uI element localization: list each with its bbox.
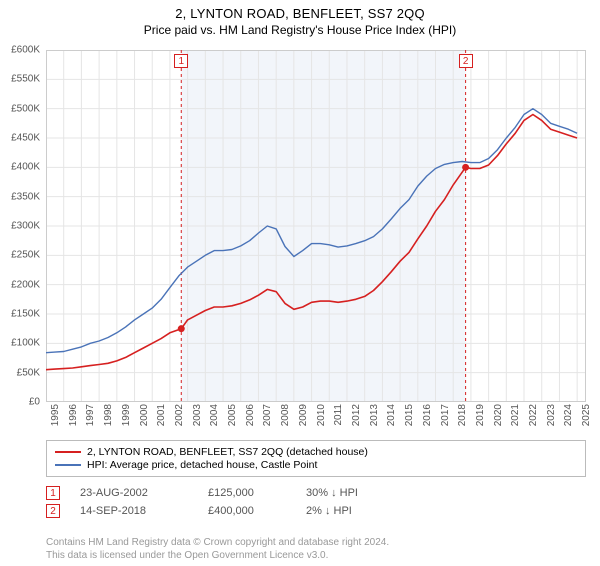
x-tick: 2020 — [493, 404, 504, 426]
x-tick: 2008 — [280, 404, 291, 426]
y-tick: £600K — [11, 45, 40, 56]
x-tick: 2010 — [316, 404, 327, 426]
legend-swatch — [55, 451, 81, 453]
x-tick: 2009 — [298, 404, 309, 426]
sale-price: £125,000 — [208, 487, 288, 499]
chart-container: { "title": "2, LYNTON ROAD, BENFLEET, SS… — [0, 6, 600, 566]
x-tick: 2002 — [174, 404, 185, 426]
sale-date: 14-SEP-2018 — [80, 505, 190, 517]
x-tick: 1997 — [85, 404, 96, 426]
legend-swatch — [55, 464, 81, 466]
x-tick: 2003 — [192, 404, 203, 426]
y-tick: £450K — [11, 133, 40, 144]
x-tick: 2011 — [333, 404, 344, 426]
legend: 2, LYNTON ROAD, BENFLEET, SS7 2QQ (detac… — [46, 440, 586, 477]
x-tick: 2004 — [209, 404, 220, 426]
sale-row: 1 23-AUG-2002 £125,000 30% ↓ HPI — [46, 486, 586, 500]
x-tick: 2022 — [528, 404, 539, 426]
y-tick: £550K — [11, 74, 40, 85]
sale-price: £400,000 — [208, 505, 288, 517]
sales-table: 1 23-AUG-2002 £125,000 30% ↓ HPI 2 14-SEP-201… — [46, 482, 586, 522]
chart-title: 2, LYNTON ROAD, BENFLEET, SS7 2QQ — [0, 6, 600, 21]
sale-date: 23-AUG-2002 — [80, 487, 190, 499]
y-tick: £250K — [11, 250, 40, 261]
legend-label: 2, LYNTON ROAD, BENFLEET, SS7 2QQ (detac… — [87, 446, 368, 458]
x-tick: 2016 — [422, 404, 433, 426]
y-tick: £50K — [17, 367, 40, 378]
y-tick: £500K — [11, 103, 40, 114]
chart-plot-area: 12 — [46, 50, 586, 402]
chart-svg — [46, 50, 586, 402]
x-tick: 2001 — [156, 404, 167, 426]
attribution-line-1: Contains HM Land Registry data © Crown c… — [46, 537, 586, 550]
sale-delta: 30% ↓ HPI — [306, 487, 396, 499]
x-tick: 1998 — [103, 404, 114, 426]
x-tick: 2013 — [369, 404, 380, 426]
chart-subtitle: Price paid vs. HM Land Registry's House … — [0, 23, 600, 37]
legend-label: HPI: Average price, detached house, Cast… — [87, 459, 317, 471]
y-tick: £200K — [11, 279, 40, 290]
sale-marker-1: 1 — [174, 54, 188, 68]
legend-row: 2, LYNTON ROAD, BENFLEET, SS7 2QQ (detac… — [55, 446, 577, 458]
x-axis: 1995 1996 1997 1998 1999 2000 2001 2002 2003 2004… — [46, 402, 586, 442]
y-tick: £300K — [11, 221, 40, 232]
x-tick: 2024 — [563, 404, 574, 426]
x-tick: 2019 — [475, 404, 486, 426]
x-tick: 1996 — [68, 404, 79, 426]
y-tick: £400K — [11, 162, 40, 173]
x-tick: 2006 — [245, 404, 256, 426]
x-tick: 2018 — [457, 404, 468, 426]
sale-marker-2: 2 — [459, 54, 473, 68]
x-tick: 2000 — [139, 404, 150, 426]
attribution: Contains HM Land Registry data © Crown c… — [46, 537, 586, 562]
sale-row: 2 14-SEP-2018 £400,000 2% ↓ HPI — [46, 504, 586, 518]
sale-marker-badge: 2 — [46, 504, 60, 518]
x-tick: 2021 — [510, 404, 521, 426]
x-tick: 2012 — [351, 404, 362, 426]
y-tick: £350K — [11, 191, 40, 202]
sale-delta: 2% ↓ HPI — [306, 505, 396, 517]
attribution-line-2: This data is licensed under the Open Gov… — [46, 550, 586, 563]
legend-row: HPI: Average price, detached house, Cast… — [55, 459, 577, 471]
x-tick: 2017 — [440, 404, 451, 426]
x-tick: 2023 — [546, 404, 557, 426]
x-tick: 2014 — [386, 404, 397, 426]
y-axis: £0£50K£100K£150K£200K£250K£300K£350K£400… — [0, 50, 44, 402]
x-tick: 2025 — [581, 404, 592, 426]
y-tick: £100K — [11, 338, 40, 349]
x-tick: 1999 — [121, 404, 132, 426]
x-tick: 2007 — [262, 404, 273, 426]
x-tick: 2005 — [227, 404, 238, 426]
sale-marker-badge: 1 — [46, 486, 60, 500]
y-tick: £0 — [29, 397, 40, 408]
x-tick: 1995 — [50, 404, 61, 426]
y-tick: £150K — [11, 309, 40, 320]
x-tick: 2015 — [404, 404, 415, 426]
